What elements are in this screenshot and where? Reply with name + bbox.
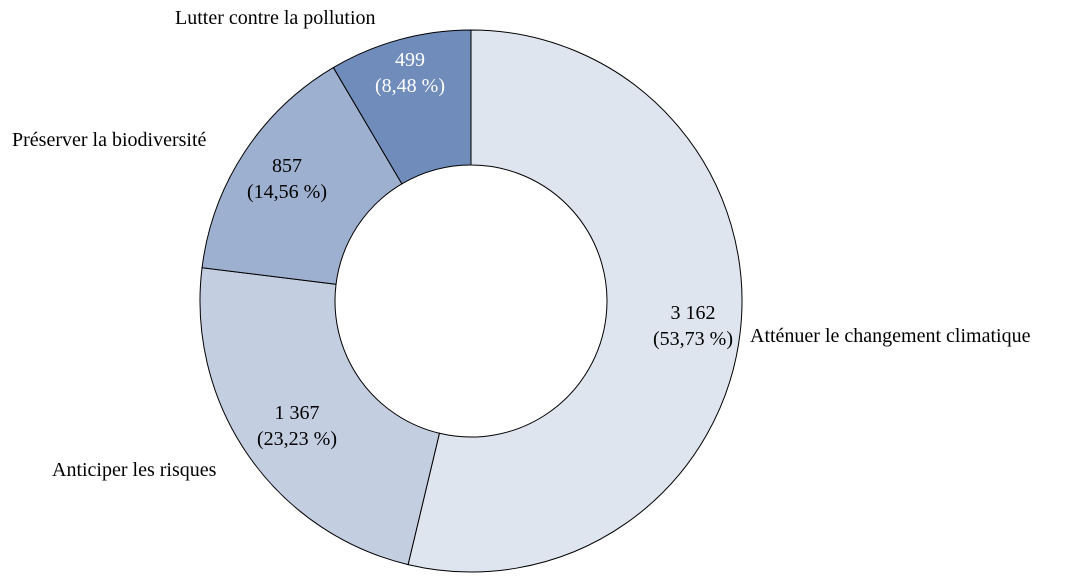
- category-label-lutter: Lutter contre la pollution: [175, 7, 376, 29]
- category-label-attenuer: Atténuer le changement climatique: [750, 325, 1031, 347]
- data-label-anticiper: 1 367 (23,23 %): [257, 400, 337, 452]
- donut-slice-0: [407, 29, 743, 573]
- data-label-lutter: 499 (8,48 %): [375, 47, 445, 99]
- data-label-value: 1 367: [274, 402, 320, 424]
- data-label-value: 499: [394, 49, 425, 71]
- data-label-percent: (23,23 %): [257, 428, 337, 450]
- data-label-preserver: 857 (14,56 %): [247, 153, 327, 205]
- donut-slice-1: [199, 267, 441, 566]
- donut-slice-2: [201, 66, 403, 285]
- category-label-anticiper: Anticiper les risques: [52, 459, 217, 481]
- data-label-percent: (14,56 %): [247, 181, 327, 203]
- data-label-value: 3 162: [670, 302, 716, 324]
- category-label-preserver: Préserver la biodiversité: [12, 129, 207, 151]
- data-label-value: 857: [271, 155, 302, 177]
- donut-slice-3: [332, 29, 472, 185]
- data-label-attenuer: 3 162 (53,73 %): [653, 300, 733, 352]
- data-label-percent: (8,48 %): [375, 75, 445, 97]
- data-label-percent: (53,73 %): [653, 328, 733, 350]
